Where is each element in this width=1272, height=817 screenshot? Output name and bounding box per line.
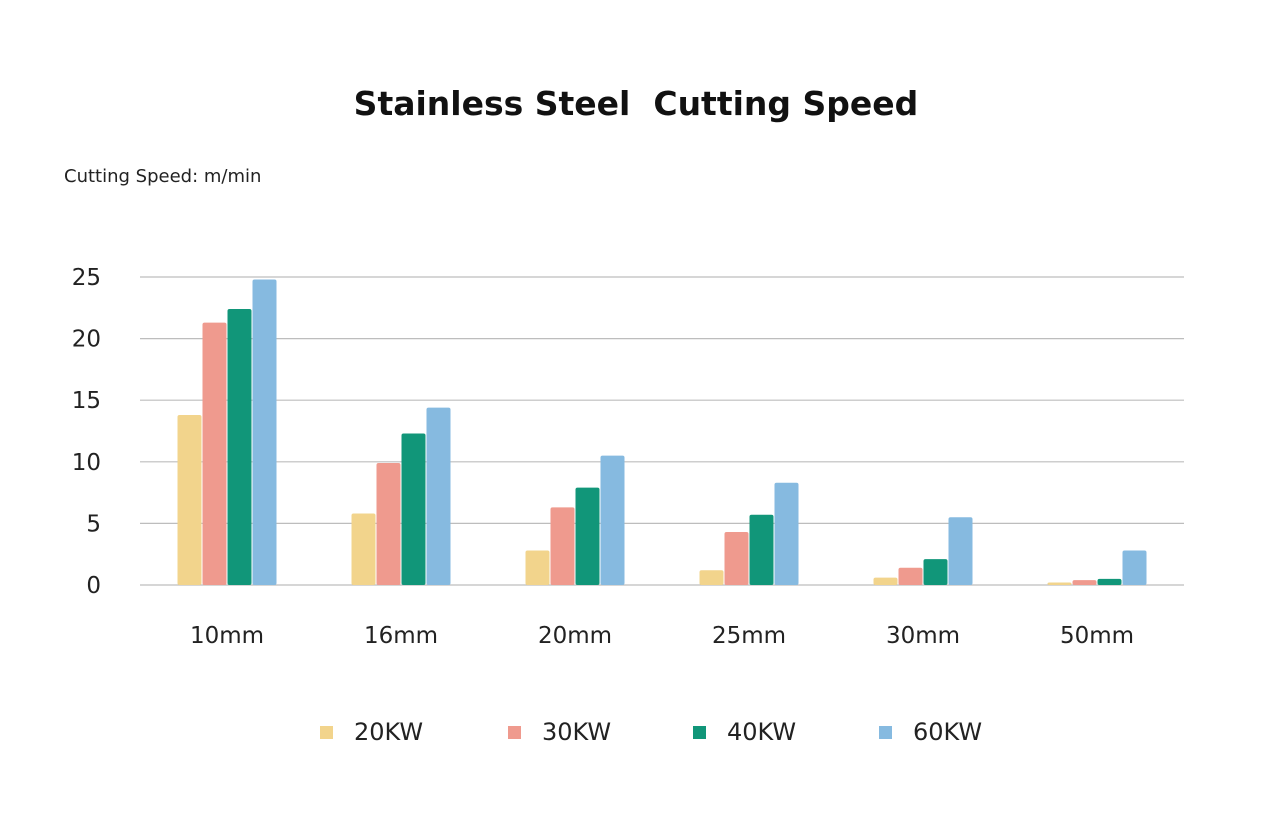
x-category-label: 10mm (190, 623, 264, 649)
x-category-label: 20mm (538, 623, 612, 649)
bar-60kw-25mm (774, 482, 799, 585)
x-category-label: 30mm (886, 623, 960, 649)
legend-item-60kw: 60KW (879, 712, 982, 752)
y-tick-label: 25 (72, 265, 101, 291)
legend-swatch (693, 725, 706, 739)
y-tick-label: 15 (72, 388, 101, 414)
bar-40kw-50mm (1097, 578, 1122, 585)
y-tick-label: 0 (86, 573, 101, 599)
legend-label: 60KW (913, 718, 983, 746)
legend-item-30kw: 30KW (508, 712, 611, 752)
legend-label: 20KW (354, 718, 424, 746)
bar-40kw-25mm (749, 514, 774, 585)
x-category-label: 25mm (712, 623, 786, 649)
bar-30kw-50mm (1072, 580, 1097, 585)
legend-swatch (320, 725, 333, 739)
legend-label: 30KW (542, 718, 612, 746)
bar-30kw-25mm (724, 532, 749, 585)
gridlines (140, 276, 1184, 586)
legend-swatch (508, 725, 521, 739)
y-axis-ticks: 0 5 10 15 20 25 (72, 265, 101, 599)
legend-label: 40KW (727, 718, 797, 746)
bar-60kw-30mm (948, 517, 973, 585)
legend-item-20kw: 20KW (320, 712, 423, 752)
bar-40kw-30mm (923, 559, 948, 585)
x-category-label: 50mm (1060, 623, 1134, 649)
y-tick-label: 20 (72, 327, 101, 353)
unit-label: Cutting Speed: m/min (64, 166, 262, 187)
bar-30kw-16mm (376, 463, 401, 585)
y-tick-label: 5 (86, 511, 101, 537)
bar-40kw-10mm (227, 309, 252, 585)
bar-20kw-25mm (699, 570, 724, 585)
bar-60kw-20mm (600, 455, 625, 585)
bar-40kw-16mm (401, 433, 426, 585)
x-axis-categories: 10mm 16mm 20mm 25mm 30mm 50mm (190, 623, 1134, 649)
bar-20kw-50mm (1047, 582, 1072, 585)
bar-30kw-10mm (202, 322, 227, 585)
bars (177, 279, 1147, 585)
bar-30kw-20mm (550, 507, 575, 585)
legend-swatch (879, 725, 892, 739)
bar-20kw-10mm (177, 414, 202, 585)
y-tick-label: 10 (72, 450, 101, 476)
x-category-label: 16mm (364, 623, 438, 649)
bar-30kw-30mm (898, 567, 923, 585)
bar-20kw-16mm (351, 513, 376, 585)
bar-20kw-20mm (525, 550, 550, 585)
bar-20kw-30mm (873, 577, 898, 585)
bar-60kw-16mm (426, 407, 451, 585)
bar-chart: 0 5 10 15 20 25 10mm 16mm 20mm 25mm 30mm 50mm (72, 265, 1184, 649)
bar-40kw-20mm (575, 487, 600, 585)
bar-60kw-50mm (1122, 550, 1147, 585)
bar-60kw-10mm (252, 279, 277, 585)
chart-title: Stainless Steel Cutting Speed (353, 84, 919, 123)
legend-item-40kw: 40KW (693, 712, 796, 752)
legend: 20KW 30KW 40KW 60KW (0, 712, 1272, 752)
